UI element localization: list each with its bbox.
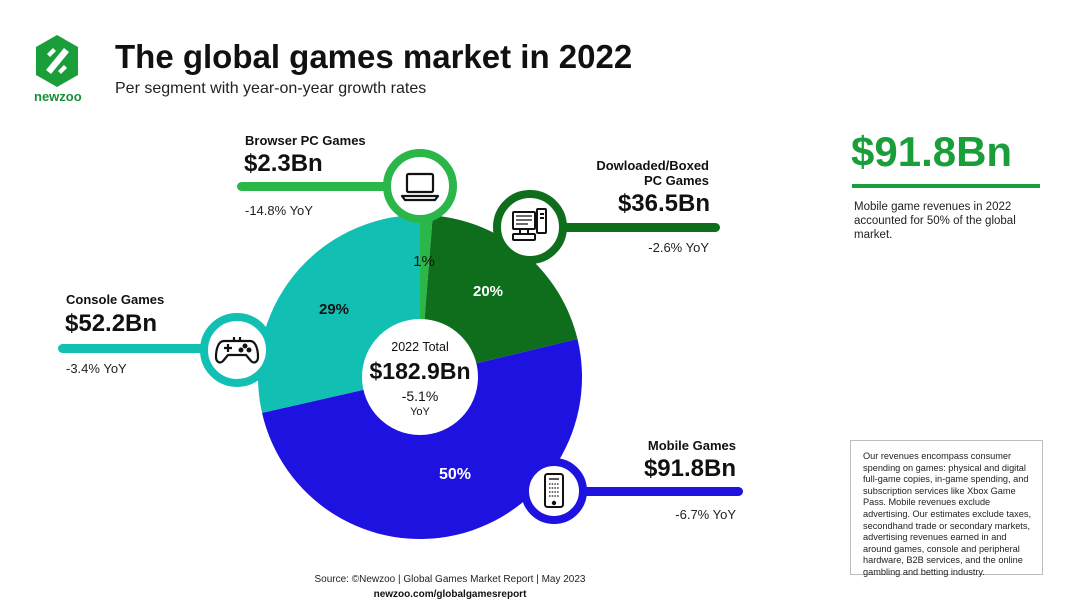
mobile-highlight-value: $91.8Bn <box>851 128 1013 175</box>
highlight-divider <box>852 184 1040 188</box>
smartphone-icon <box>544 473 564 508</box>
downloaded-leader-bar <box>520 223 720 232</box>
downloaded-name-line1: Dowloaded/Boxed <box>596 158 709 173</box>
logo-text: newzoo <box>34 89 82 104</box>
center-total-yoy: -5.1% <box>402 388 439 404</box>
mobile-name: Mobile Games <box>647 438 736 453</box>
downloaded-value: $36.5Bn <box>617 190 710 217</box>
browser-share-label: 1% <box>413 253 435 270</box>
downloaded-yoy: -2.6% YoY <box>648 240 709 255</box>
center-total-value: $182.9Bn <box>369 358 470 384</box>
console-value: $52.2Bn <box>65 310 158 337</box>
source-note: Source: ©Newzoo | Global Games Market Re… <box>314 574 586 585</box>
mobile-icon-bubble <box>521 458 587 524</box>
downloaded-share-label: 20% <box>473 283 503 300</box>
console-icon-bubble <box>200 313 274 387</box>
console-yoy: -3.4% YoY <box>66 361 127 376</box>
console-share-label: 29% <box>319 301 349 318</box>
methodology-disclaimer: Our revenues encompass consumer spending… <box>850 440 1043 577</box>
console-leader-bar <box>58 344 240 353</box>
browser-leader-bar <box>237 182 422 191</box>
console-name: Console Games <box>66 292 165 307</box>
source-url: newzoo.com/globalgamesreport <box>373 589 527 600</box>
mobile-share-label: 50% <box>439 466 471 483</box>
downloaded-name-line2: PC Games <box>643 173 709 188</box>
mobile-leader-bar <box>540 487 743 496</box>
gamepad-icon <box>214 337 260 364</box>
newzoo-logo <box>36 35 78 87</box>
browser-name: Browser PC Games <box>245 133 366 148</box>
desktop-computer-icon <box>512 208 547 241</box>
browser-yoy: -14.8% YoY <box>245 203 313 218</box>
center-total-label: 2022 Total <box>391 340 448 354</box>
downloaded-icon-bubble <box>493 190 567 264</box>
mobile-highlight-note: Mobile game revenues in 2022 accounted f… <box>854 201 1016 241</box>
browser-icon-bubble <box>383 149 457 223</box>
page-title: The global games market in 2022 <box>115 38 633 75</box>
mobile-value: $91.8Bn <box>643 455 736 482</box>
page-subtitle: Per segment with year-on-year growth rat… <box>115 80 427 97</box>
donut-hole <box>362 319 478 435</box>
mobile-yoy: -6.7% YoY <box>675 507 736 522</box>
pie-slice-mobile <box>262 338 583 540</box>
center-total-yoy-unit: YoY <box>410 406 430 418</box>
laptop-icon <box>400 172 440 202</box>
browser-value: $2.3Bn <box>244 150 323 177</box>
